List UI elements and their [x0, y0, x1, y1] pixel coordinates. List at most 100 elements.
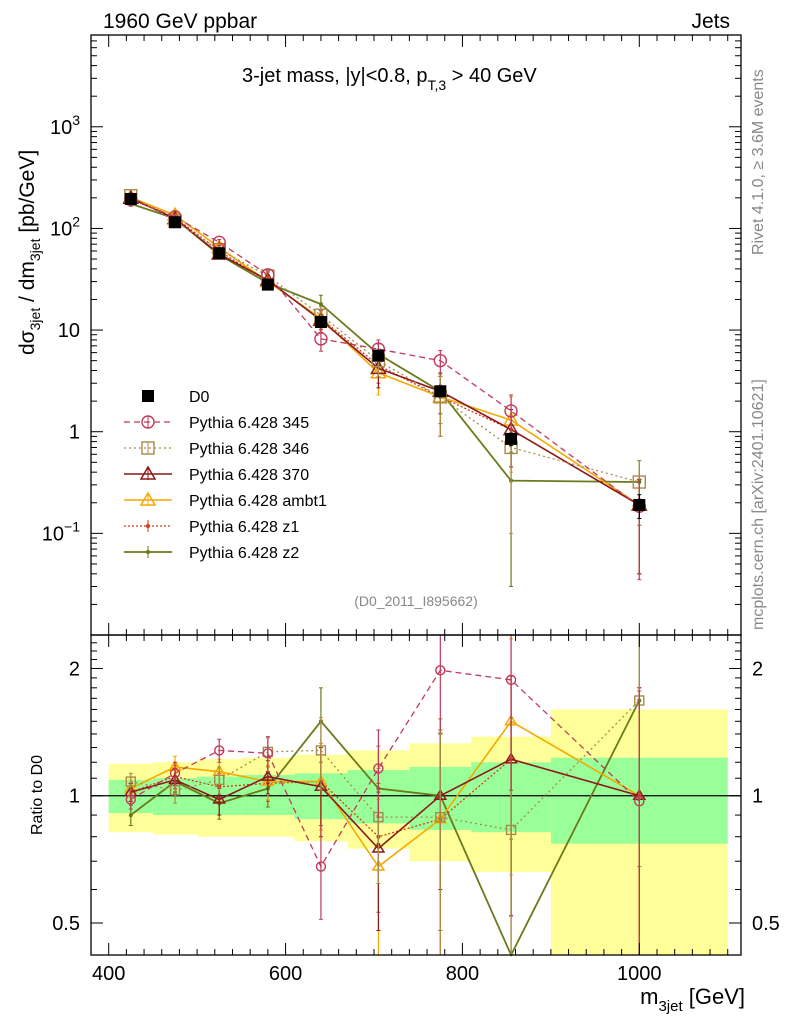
plot-title-sub: T,3: [427, 77, 446, 93]
main-y-axis-label: dσ3jet / dm3jet [pb/GeV]: [16, 150, 43, 355]
ratio-line-z1: [130, 758, 640, 838]
ratio-point-z2: [128, 813, 133, 818]
ratio-point-p346: [435, 811, 446, 823]
legend-marker-z2: [146, 550, 150, 554]
x-tick-label: 1000: [617, 963, 662, 985]
legend-entry-z2: Pythia 6.428 z2: [124, 545, 299, 562]
main-point-z2: [318, 302, 323, 307]
legend-label-data: D0: [189, 389, 210, 406]
legend-marker-z1: [146, 524, 150, 528]
legend-label-ambt1: Pythia 6.428 ambt1: [189, 493, 327, 510]
rivet-version-label: Rivet 4.1.0, ≥ 3.6M events: [750, 69, 767, 255]
main-point-data: [633, 499, 646, 512]
legend-entry-p370: Pythia 6.428 370: [124, 465, 309, 484]
tick-base: 10: [50, 117, 72, 139]
ratio-point-p345: [262, 748, 274, 759]
main-series-data: [124, 192, 646, 520]
tick-base: 10: [42, 523, 64, 545]
ratio-series-p345: [125, 634, 645, 956]
legend-marker-p345: [141, 415, 155, 429]
main-point-p345: [433, 353, 448, 368]
tick-exponent: 2: [72, 213, 80, 229]
y-label-part-a-sub: 3jet: [27, 308, 43, 331]
y-label-part-b: / dm: [16, 261, 39, 308]
main-line-p370: [130, 197, 640, 506]
main-point-data: [169, 216, 182, 229]
main-series-z1: [128, 195, 642, 575]
x-tick-label: 600: [269, 963, 302, 985]
main-series-ambt1: [122, 188, 648, 575]
tick-base: 10: [50, 218, 72, 240]
legend-entry-data: D0: [142, 389, 210, 406]
ratio-point-p345: [125, 794, 136, 805]
plot-title-main: 3-jet mass, |y|<0.8, p: [242, 65, 427, 87]
main-panel: [122, 188, 648, 588]
legend-label-z1: Pythia 6.428 z1: [189, 519, 299, 536]
legend-marker-p346: [141, 441, 155, 455]
tick-exponent: 3: [72, 112, 80, 128]
legend-label-p345: Pythia 6.428 345: [189, 415, 309, 432]
legend-entry-p346: Pythia 6.428 346: [124, 441, 309, 458]
legend-entry-z1: Pythia 6.428 z1: [124, 519, 299, 536]
legend-marker-p370: [139, 465, 157, 480]
main-point-data: [314, 316, 327, 329]
ratio-y-tick-label-left: 1: [69, 786, 80, 808]
x-label-tail: [GeV]: [683, 984, 745, 1009]
plot-title: 3-jet mass, |y|<0.8, pT,3 > 40 GeV: [242, 65, 537, 93]
header-left-label: 1960 GeV ppbar: [103, 10, 257, 33]
legend: D0 Pythia 6.428 345 Pythia 6.428 346 Pythia…: [124, 389, 327, 562]
ratio-line-p346: [130, 700, 640, 831]
plot-title-tail: > 40 GeV: [446, 65, 537, 87]
main-series-p370: [122, 189, 648, 575]
ratio-point-p345: [214, 745, 225, 756]
ratio-point-p346: [169, 785, 181, 796]
ratio-point-p346: [214, 774, 225, 786]
main-point-p345: [314, 332, 328, 346]
x-label-sub: 3jet: [658, 998, 683, 1015]
y-label-part-c: [pb/GeV]: [16, 150, 39, 239]
ratio-point-p345: [435, 665, 446, 676]
x-axis-label: m3jet [GeV]: [640, 984, 745, 1015]
main-point-data: [213, 247, 226, 260]
x-tick-label: 400: [92, 963, 125, 985]
legend-marker-data: [142, 390, 154, 402]
main-point-data: [434, 385, 447, 398]
main-y-tick-label: 10−1: [42, 518, 80, 545]
ratio-y-tick-label-left: 0.5: [52, 913, 80, 935]
main-point-p345: [504, 404, 518, 418]
legend-entry-p345: Pythia 6.428 345: [124, 415, 309, 432]
ratio-point-p345: [505, 674, 517, 686]
ratio-y-axis-label: Ratio to D0: [29, 755, 46, 835]
ratio-y-tick-label-right: 2: [752, 658, 763, 680]
legend-label-p370: Pythia 6.428 370: [189, 467, 309, 484]
ratio-point-p346: [315, 745, 327, 756]
x-tick-label: 800: [446, 963, 479, 985]
main-y-tick-label: 10: [58, 320, 80, 342]
ratio-point-p346: [505, 824, 517, 836]
ratio-y-tick-label-left: 2: [69, 658, 80, 680]
ratio-y-tick-label-right: 1: [752, 786, 763, 808]
ratio-point-p345: [169, 768, 181, 779]
main-y-tick-label: 102: [50, 213, 80, 240]
y-label-part-a: dσ: [16, 330, 39, 355]
ratio-point-p370: [261, 769, 275, 781]
tick-exponent: −1: [64, 518, 80, 534]
legend-label-p346: Pythia 6.428 346: [189, 441, 309, 458]
x-label-main: m: [640, 984, 658, 1009]
header-right-label: Jets: [691, 10, 730, 33]
main-point-data: [505, 432, 518, 445]
ratio-point-p345: [373, 763, 384, 774]
mcplots-reference-label: mcplots.cern.ch [arXiv:2401.10621]: [750, 379, 767, 630]
analysis-id-label: (D0_2011_I895662): [354, 593, 478, 609]
ratio-frame: [90, 634, 742, 956]
ratio-y-tick-label-right: 0.5: [752, 913, 780, 935]
legend-marker-ambt1: [139, 491, 157, 506]
ratio-point-p345: [315, 861, 327, 872]
main-y-tick-label: 1: [69, 422, 80, 444]
ratio-uncertainty-band: [91, 709, 741, 955]
ratio-point-p345: [634, 796, 645, 807]
legend-entry-ambt1: Pythia 6.428 ambt1: [124, 491, 327, 510]
main-point-data: [124, 192, 137, 205]
